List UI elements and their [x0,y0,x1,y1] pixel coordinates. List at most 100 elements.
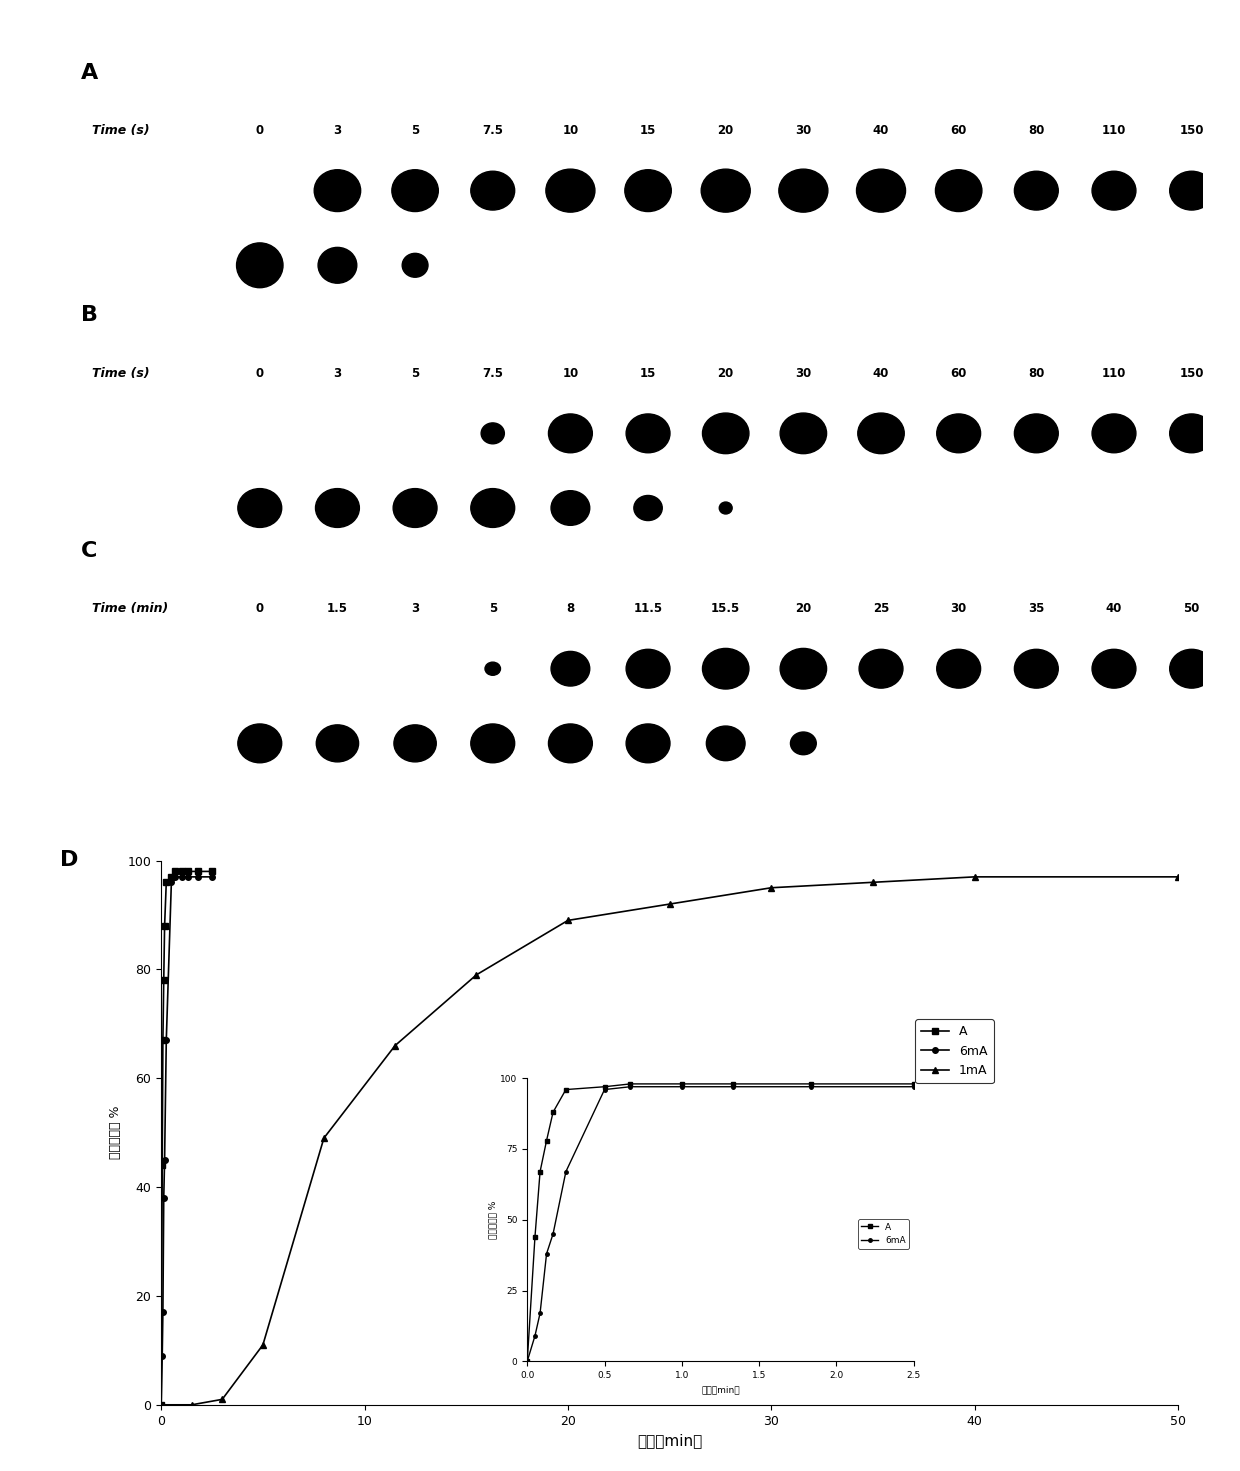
Ellipse shape [551,652,590,685]
Text: 1.5: 1.5 [327,603,348,615]
Ellipse shape [857,169,905,212]
Ellipse shape [858,413,904,453]
Ellipse shape [548,724,593,763]
Ellipse shape [779,169,828,212]
Ellipse shape [392,169,438,212]
Text: 30: 30 [795,125,811,137]
Text: 150: 150 [1179,125,1204,137]
1mA [154,1396,169,1414]
Text: 60: 60 [951,125,967,137]
Ellipse shape [719,502,732,513]
Ellipse shape [626,649,670,688]
Text: 25: 25 [873,603,889,615]
Text: 20: 20 [718,125,734,137]
A [155,1031,170,1049]
Ellipse shape [1014,171,1058,210]
Text: C: C [82,541,98,560]
Ellipse shape [936,413,981,453]
Ellipse shape [393,488,436,528]
Text: D: D [60,850,78,869]
Text: Time (min): Time (min) [93,603,169,615]
Text: 5: 5 [410,125,419,137]
1mA [215,1390,229,1408]
Ellipse shape [1014,413,1058,453]
Ellipse shape [701,169,750,212]
Ellipse shape [481,422,505,444]
6mA [155,1347,170,1365]
6mA [181,868,196,886]
Ellipse shape [703,649,749,688]
6mA [191,868,206,886]
A [154,1396,169,1414]
Ellipse shape [1092,171,1136,210]
Ellipse shape [471,171,515,210]
Ellipse shape [314,169,361,212]
Ellipse shape [1092,649,1136,688]
Ellipse shape [238,724,281,763]
Text: 15.5: 15.5 [711,603,740,615]
Text: 7.5: 7.5 [482,368,503,380]
A [156,971,171,989]
1mA [662,896,677,913]
Ellipse shape [1169,171,1214,210]
6mA [174,868,188,886]
Ellipse shape [780,649,827,688]
Ellipse shape [626,413,670,453]
Text: 11.5: 11.5 [634,603,662,615]
Text: 0: 0 [255,125,264,137]
Line: 1mA: 1mA [159,874,1180,1408]
Ellipse shape [471,488,515,528]
Ellipse shape [471,724,515,763]
Text: Time (s): Time (s) [93,368,150,380]
Text: 30: 30 [951,603,967,615]
6mA [159,1031,174,1049]
1mA [764,878,779,896]
Y-axis label: 延伸百分比 %: 延伸百分比 % [109,1106,122,1159]
Text: 80: 80 [1028,125,1044,137]
Ellipse shape [546,169,595,212]
Text: 30: 30 [795,368,811,380]
Text: 35: 35 [1028,603,1044,615]
Text: 40: 40 [873,125,889,137]
Ellipse shape [315,488,360,528]
Ellipse shape [548,413,593,453]
A [174,862,188,880]
Text: 7.5: 7.5 [482,125,503,137]
6mA [164,874,179,891]
Text: 0: 0 [255,603,264,615]
Text: 40: 40 [1106,603,1122,615]
1mA [560,912,575,930]
6mA [157,1150,172,1168]
6mA [155,1303,170,1321]
Text: 40: 40 [873,368,889,380]
6mA [156,1189,171,1206]
A [167,862,182,880]
Ellipse shape [237,243,283,288]
Ellipse shape [316,725,358,762]
Ellipse shape [485,662,501,675]
Ellipse shape [707,727,745,761]
1mA [255,1336,270,1353]
Ellipse shape [625,169,671,212]
Text: A: A [82,63,98,82]
1mA [388,1037,403,1055]
1mA [469,966,484,984]
Ellipse shape [551,491,590,525]
Text: 3: 3 [334,125,341,137]
1mA [866,874,880,891]
X-axis label: 时间（min）: 时间（min） [637,1433,702,1447]
1mA [316,1130,331,1147]
Ellipse shape [936,649,981,688]
Text: 15: 15 [640,368,656,380]
6mA [205,868,219,886]
A [164,868,179,886]
Text: 5: 5 [410,368,419,380]
Ellipse shape [790,733,816,755]
Ellipse shape [319,247,357,284]
Ellipse shape [238,488,281,528]
1mA [967,868,982,886]
Text: 10: 10 [562,368,579,380]
6mA [154,1396,169,1414]
Text: 20: 20 [795,603,811,615]
Text: 110: 110 [1102,125,1126,137]
